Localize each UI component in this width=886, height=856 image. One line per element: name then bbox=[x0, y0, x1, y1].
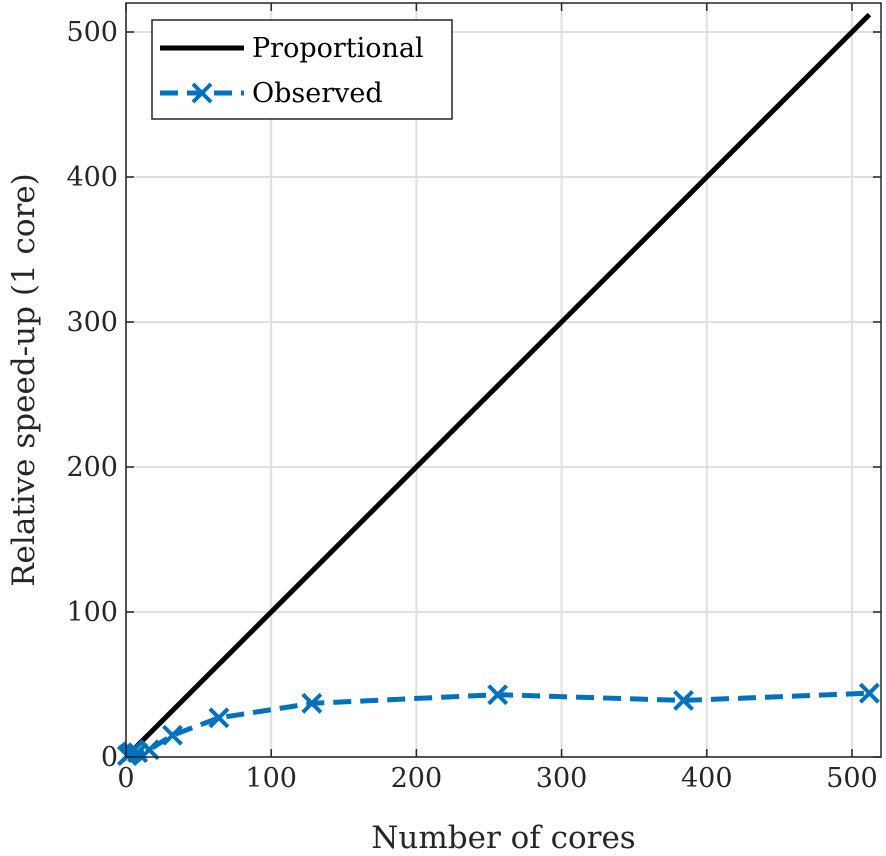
data-point-observed-4 bbox=[138, 739, 160, 761]
series-layer bbox=[117, 12, 880, 766]
x-tick-label-200: 200 bbox=[391, 763, 443, 794]
x-tick-label-100: 100 bbox=[245, 763, 297, 794]
data-point-observed-9 bbox=[673, 690, 694, 711]
data-point-observed-5 bbox=[162, 724, 183, 746]
data-point-observed-10 bbox=[858, 682, 880, 704]
data-point-observed-6 bbox=[208, 707, 230, 729]
data-point-observed-7 bbox=[301, 692, 323, 714]
series-line-proportional bbox=[125, 12, 872, 758]
legend-box bbox=[151, 19, 453, 120]
series-line-observed bbox=[125, 690, 870, 758]
x-tick-label-500: 500 bbox=[826, 763, 878, 794]
x-tick-label-300: 300 bbox=[536, 763, 588, 794]
legend-label-proportional: Proportional bbox=[252, 33, 424, 64]
y-tick-label-300: 300 bbox=[66, 307, 118, 338]
legend: Proportional Observed bbox=[151, 19, 453, 120]
y-tick-label-200: 200 bbox=[66, 452, 118, 483]
legend-marker-x bbox=[191, 82, 213, 104]
y-tick-label-0: 0 bbox=[101, 742, 118, 773]
data-point-observed-8 bbox=[487, 684, 509, 706]
x-tick-label-400: 400 bbox=[681, 763, 733, 794]
axes-frame bbox=[125, 2, 882, 758]
y-axis-label: Relative speed-up (1 core) bbox=[6, 173, 42, 587]
x-tick-label-0: 0 bbox=[117, 763, 134, 794]
y-tick-label-100: 100 bbox=[66, 597, 118, 628]
legend-marker-observed bbox=[191, 82, 213, 104]
y-tick-label-400: 400 bbox=[66, 162, 118, 193]
tick-layer: 0 100 200 300 400 500 0 100 200 300 400 500 bbox=[66, 3, 881, 794]
legend-label-observed: Observed bbox=[252, 78, 383, 109]
x-axis-label: Number of cores bbox=[371, 820, 635, 856]
y-tick-label-500: 500 bbox=[66, 17, 118, 48]
